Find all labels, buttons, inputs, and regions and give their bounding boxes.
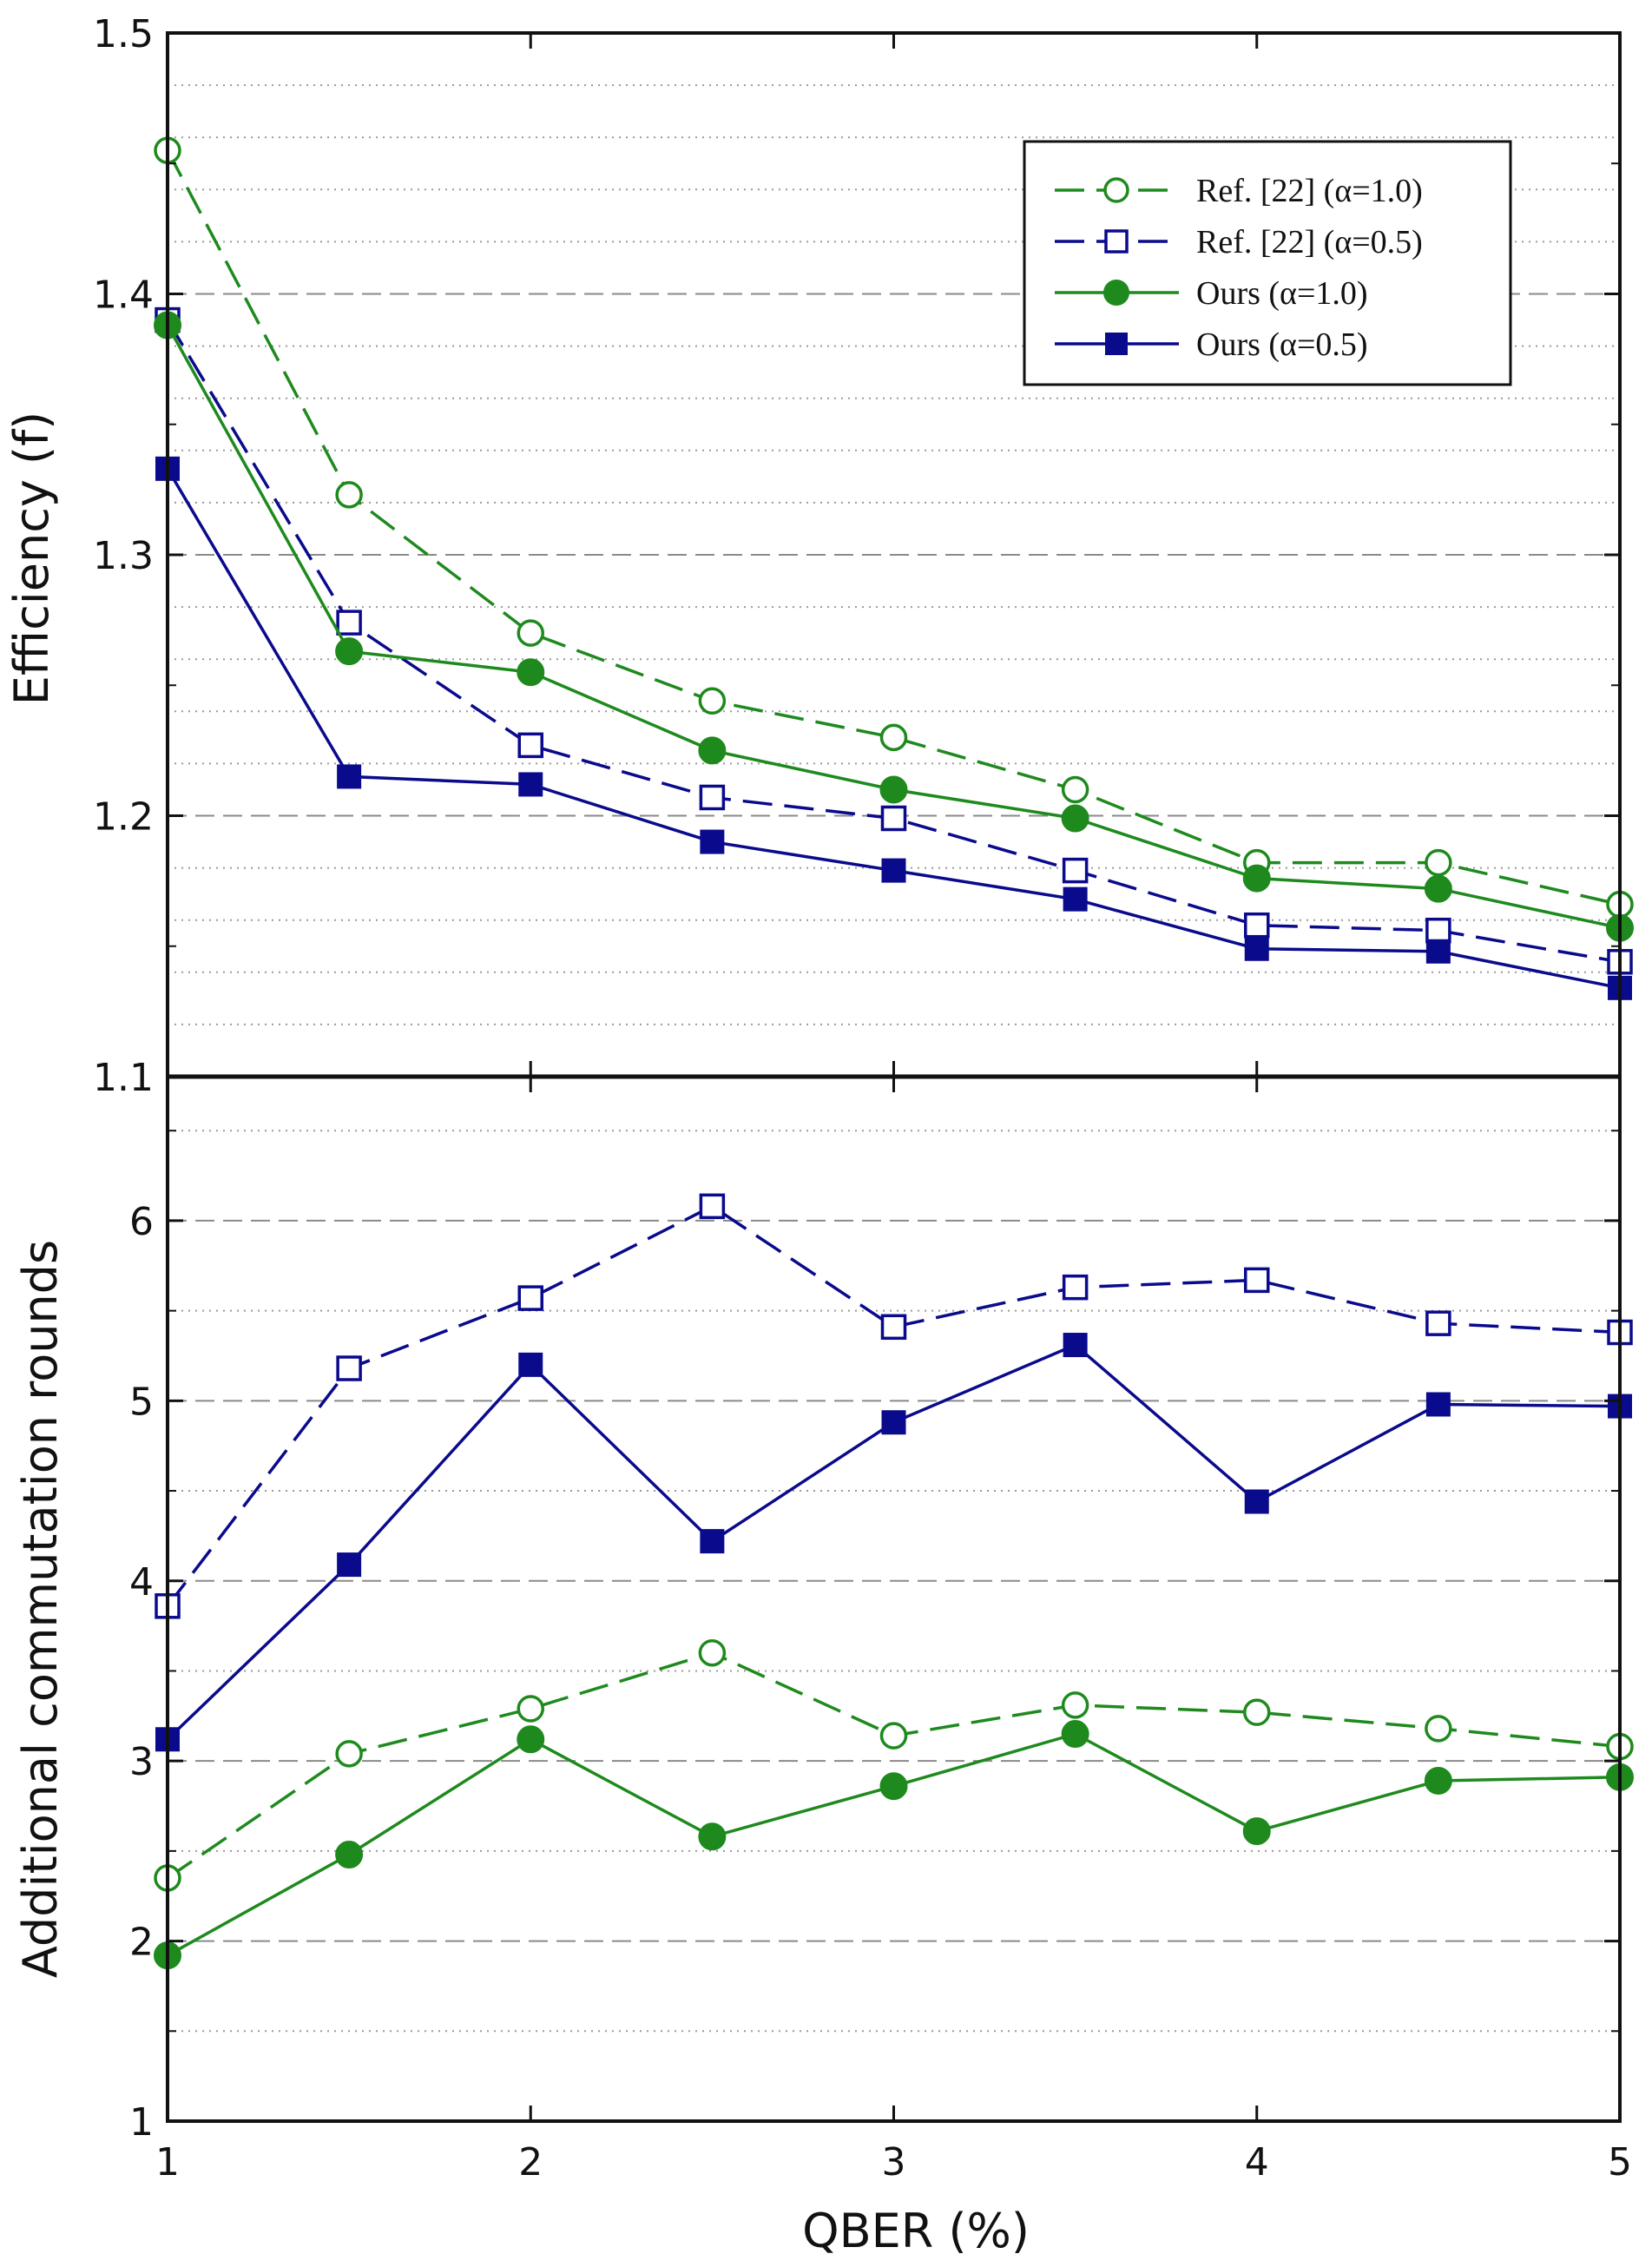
data-point (699, 1193, 726, 1220)
data-point (336, 1355, 362, 1381)
x-tick-label: 3 (882, 2140, 906, 2185)
data-point (1242, 864, 1271, 893)
data-point (1244, 1489, 1269, 1514)
data-point (517, 658, 545, 687)
series-line (166, 149, 1621, 906)
data-point (698, 1638, 727, 1667)
x-axis-label: QBER (%) (802, 2204, 1030, 2258)
data-point (1424, 1766, 1452, 1795)
data-point (335, 1841, 364, 1869)
x-tick-label: 4 (1245, 2140, 1269, 2185)
y-tick-label: 1.5 (93, 12, 154, 56)
data-point (1244, 936, 1269, 961)
y-tick-label: 2 (129, 1921, 154, 1965)
y-tick-label: 1.1 (93, 1056, 154, 1100)
data-point (1244, 912, 1270, 939)
data-point (1062, 1274, 1089, 1301)
legend: Ref. [22] (α=1.0) Ref. [22] (α=0.5) Ours (… (1023, 140, 1512, 386)
data-point (881, 858, 906, 883)
data-point (1425, 1715, 1452, 1743)
series-line (167, 1732, 1621, 1957)
data-point (1243, 1698, 1271, 1726)
y-tick-label: 1.3 (93, 534, 154, 578)
data-point (880, 1314, 907, 1341)
data-point (1063, 1333, 1088, 1358)
data-point (879, 1722, 908, 1750)
data-point (1103, 280, 1129, 306)
y-tick-label: 6 (129, 1200, 154, 1244)
x-tick-label: 5 (1608, 2140, 1632, 2185)
bottom-y-axis-label: Additional commutation rounds (13, 1240, 68, 1978)
y-tick-label: 4 (129, 1560, 154, 1605)
data-point (879, 1772, 908, 1801)
data-point (1062, 857, 1089, 884)
data-point (517, 732, 543, 759)
legend-label: Ref. [22] (α=0.5) (1196, 224, 1423, 260)
series-line (167, 1651, 1621, 1880)
data-point (1425, 848, 1452, 877)
data-point (699, 784, 726, 811)
data-point (518, 1352, 543, 1377)
top-y-axis-label: Efficiency (f) (4, 412, 59, 705)
y-tick-label: 1.4 (93, 273, 154, 318)
data-point (880, 805, 907, 832)
data-point (1061, 804, 1089, 833)
data-point (1425, 939, 1451, 964)
data-point (881, 1410, 906, 1435)
bottom-panel-ticks: 1 2 3 4 5 6 1 2 3 4 5 (129, 33, 1632, 2185)
data-point (517, 1695, 544, 1723)
data-point (1061, 1720, 1089, 1749)
data-point (700, 829, 725, 854)
data-point (335, 637, 364, 666)
data-point (1425, 1392, 1451, 1417)
data-point (517, 1285, 543, 1311)
data-point (335, 1740, 363, 1768)
data-point (698, 736, 727, 765)
data-point (517, 1725, 545, 1754)
top-panel-y-ticks: 1.1 1.2 1.3 1.4 1.5 (93, 12, 1620, 1100)
data-point (336, 610, 362, 636)
data-point (1061, 775, 1089, 804)
legend-label: Ours (α=1.0) (1196, 275, 1368, 312)
bottom-panel-grid (168, 1130, 1620, 2033)
data-point (1105, 333, 1128, 355)
data-point (518, 772, 543, 797)
data-point (1244, 1267, 1270, 1294)
data-point (1104, 229, 1129, 254)
data-point (517, 619, 544, 647)
legend-label: Ours (α=0.5) (1196, 326, 1368, 363)
data-point (1103, 177, 1129, 203)
data-point (1061, 1691, 1089, 1719)
legend-label: Ref. [22] (α=1.0) (1196, 173, 1423, 209)
x-tick-label: 2 (518, 2140, 543, 2185)
data-point (1063, 886, 1088, 912)
data-point (700, 1529, 725, 1554)
data-point (698, 687, 727, 715)
data-point (698, 1822, 727, 1851)
y-tick-label: 3 (129, 1740, 154, 1784)
y-tick-label: 5 (129, 1380, 154, 1424)
data-point (1242, 1817, 1271, 1846)
data-point (879, 723, 908, 752)
y-tick-label: 1 (129, 2100, 154, 2145)
series-line (166, 1342, 1621, 1741)
data-point (337, 1552, 362, 1578)
series-line (166, 324, 1621, 930)
x-tick-label: 1 (155, 2140, 180, 2185)
series-line (166, 1204, 1621, 1607)
data-point (1425, 1310, 1451, 1336)
data-point (335, 481, 363, 509)
data-point (879, 775, 908, 804)
data-point (337, 764, 362, 789)
data-point (1425, 917, 1451, 944)
data-point (1424, 874, 1452, 903)
y-tick-label: 1.2 (93, 795, 154, 840)
